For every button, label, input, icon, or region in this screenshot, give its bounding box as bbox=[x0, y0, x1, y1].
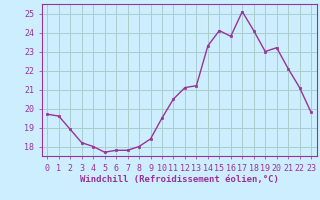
X-axis label: Windchill (Refroidissement éolien,°C): Windchill (Refroidissement éolien,°C) bbox=[80, 175, 279, 184]
